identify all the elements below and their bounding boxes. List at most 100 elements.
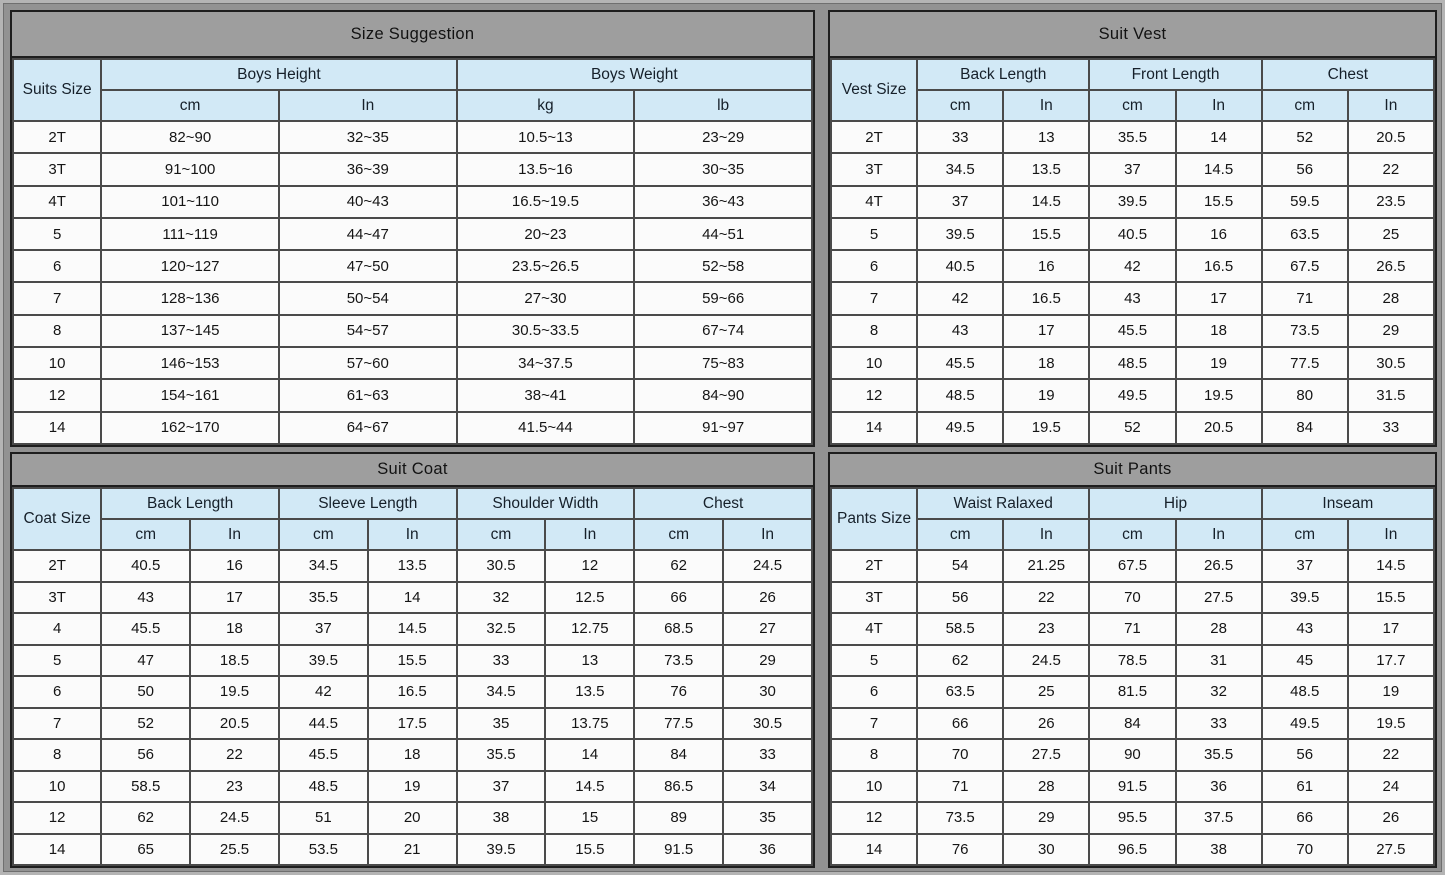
table-cell: 43: [100, 580, 192, 614]
table-cell: 45: [1260, 643, 1349, 677]
table-cell: 17.7: [1346, 643, 1435, 677]
row-size-cell: 6: [830, 249, 919, 284]
row-size-cell: 8: [12, 738, 103, 772]
table-cell: 120~127: [100, 249, 280, 284]
unit-header: In: [277, 89, 458, 122]
table-cell: 20.5: [189, 706, 280, 740]
table-row: 12 62 24.5 51 20 38 15 89 35: [12, 801, 813, 835]
table-cell: 35: [722, 801, 813, 835]
table-cell: 23~29: [633, 119, 813, 155]
group-header: Front Length: [1088, 58, 1263, 91]
suit-pants-title: Suit Pants: [830, 454, 1435, 487]
unit-header: In: [1002, 89, 1091, 122]
table-row: 14 65 25.5 53.5 21 39.5 15.5 91.5 36: [12, 832, 813, 866]
table-cell: 14.5: [1002, 184, 1091, 219]
table-row: 8 137~145 54~57 30.5~33.5 67~74: [12, 313, 813, 349]
table-row: 6 50 19.5 42 16.5 34.5 13.5 76 30: [12, 675, 813, 709]
table-cell: 16: [189, 549, 280, 583]
table-cell: 35.5: [1174, 738, 1263, 772]
size-column-header: Vest Size: [830, 58, 919, 122]
row-size-cell: 2T: [830, 549, 919, 583]
group-header: Back Length: [100, 487, 280, 520]
table-cell: 23.5: [1346, 184, 1435, 219]
table-cell: 36: [722, 832, 813, 866]
table-cell: 49.5: [1260, 706, 1349, 740]
table-cell: 146~153: [100, 346, 280, 381]
table-cell: 18: [366, 738, 458, 772]
table-cell: 73.5: [916, 801, 1005, 835]
table-cell: 27.5: [1002, 738, 1091, 772]
table-cell: 23: [189, 769, 280, 803]
table-cell: 28: [1002, 769, 1091, 803]
table-cell: 42: [1088, 249, 1177, 284]
table-cell: 24.5: [1002, 643, 1091, 677]
row-size-cell: 4: [12, 612, 103, 646]
table-cell: 75~83: [633, 346, 813, 381]
table-cell: 71: [916, 769, 1005, 803]
table-cell: 27: [722, 612, 813, 646]
table-cell: 20~23: [455, 216, 636, 252]
table-row: 2T 54 21.25 67.5 26.5 37 14.5: [830, 549, 1435, 583]
table-cell: 18: [1002, 346, 1091, 381]
table-cell: 30.5~33.5: [455, 313, 636, 349]
table-cell: 12.5: [544, 580, 636, 614]
table-cell: 33: [916, 119, 1005, 155]
table-cell: 91~100: [100, 152, 280, 187]
table-row: 14 76 30 96.5 38 70 27.5: [830, 832, 1435, 866]
table-cell: 14.5: [1346, 549, 1435, 583]
table-row: 14 49.5 19.5 52 20.5 84 33: [830, 410, 1435, 445]
table-cell: 31: [1174, 643, 1263, 677]
table-cell: 29: [1002, 801, 1091, 835]
suit-vest-panel: Suit Vest Vest Size Back Length Front Leng…: [828, 10, 1437, 447]
table-cell: 13.75: [544, 706, 636, 740]
row-size-cell: 6: [830, 675, 919, 709]
table-cell: 48.5: [277, 769, 369, 803]
table-cell: 49.5: [916, 410, 1005, 445]
table-cell: 58.5: [916, 612, 1005, 646]
table-row: 3T 56 22 70 27.5 39.5 15.5: [830, 580, 1435, 614]
table-cell: 19: [1346, 675, 1435, 709]
table-row: 5 62 24.5 78.5 31 45 17.7: [830, 643, 1435, 677]
table-cell: 19.5: [1346, 706, 1435, 740]
table-cell: 31.5: [1346, 378, 1435, 413]
row-size-cell: 12: [830, 801, 919, 835]
table-cell: 39.5: [455, 832, 547, 866]
row-size-cell: 10: [12, 346, 103, 381]
size-suggestion-table: Suits Size Boys Height Boys Weight cm In kg lb…: [12, 58, 813, 445]
group-header: Back Length: [916, 58, 1091, 91]
table-cell: 54~57: [277, 313, 458, 349]
table-cell: 41.5~44: [455, 410, 636, 445]
table-cell: 37: [277, 612, 369, 646]
table-cell: 16.5~19.5: [455, 184, 636, 219]
table-cell: 36~39: [277, 152, 458, 187]
table-cell: 17.5: [366, 706, 458, 740]
table-cell: 26: [1346, 801, 1435, 835]
table-cell: 30~35: [633, 152, 813, 187]
table-cell: 22: [189, 738, 280, 772]
table-cell: 64~67: [277, 410, 458, 445]
table-row: 12 73.5 29 95.5 37.5 66 26: [830, 801, 1435, 835]
table-row: 4T 58.5 23 71 28 43 17: [830, 612, 1435, 646]
table-row: 8 70 27.5 90 35.5 56 22: [830, 738, 1435, 772]
row-size-cell: 4T: [830, 612, 919, 646]
unit-header: cm: [1260, 518, 1349, 551]
table-row: 2T 40.5 16 34.5 13.5 30.5 12 62 24.5: [12, 549, 813, 583]
table-cell: 67~74: [633, 313, 813, 349]
table-cell: 162~170: [100, 410, 280, 445]
table-cell: 40~43: [277, 184, 458, 219]
table-cell: 35.5: [277, 580, 369, 614]
table-cell: 18.5: [189, 643, 280, 677]
row-size-cell: 14: [830, 832, 919, 866]
table-cell: 73.5: [633, 643, 725, 677]
row-size-cell: 8: [830, 313, 919, 349]
table-cell: 34.5: [916, 152, 1005, 187]
table-cell: 37.5: [1174, 801, 1263, 835]
table-cell: 28: [1174, 612, 1263, 646]
table-cell: 101~110: [100, 184, 280, 219]
table-cell: 67.5: [1088, 549, 1177, 583]
table-row: 5 39.5 15.5 40.5 16 63.5 25: [830, 216, 1435, 252]
table-row: 10 146~153 57~60 34~37.5 75~83: [12, 346, 813, 381]
suit-coat-title: Suit Coat: [12, 454, 813, 487]
group-header: Shoulder Width: [455, 487, 636, 520]
table-cell: 84: [633, 738, 725, 772]
